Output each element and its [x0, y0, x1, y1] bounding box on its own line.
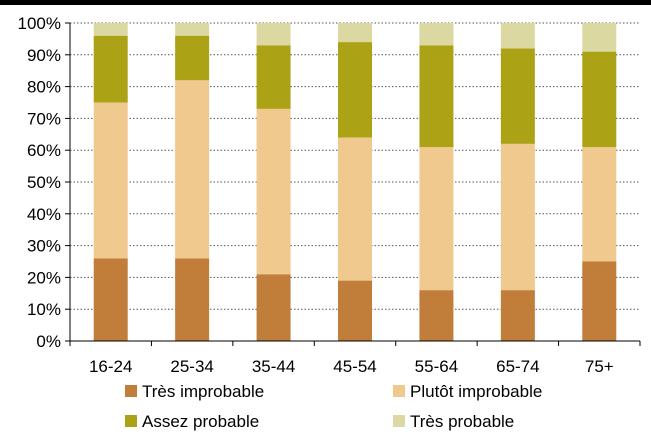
x-tick-label: 75+ [585, 357, 614, 376]
x-tick-label: 45-54 [333, 357, 376, 376]
bar-segment-3 [500, 48, 535, 144]
x-tick-label: 25-34 [170, 357, 213, 376]
bar-segment-4 [500, 23, 535, 49]
x-tick-label: 16-24 [89, 357, 132, 376]
y-tick-label: 70% [27, 109, 61, 128]
bar-segment-4 [175, 23, 210, 36]
y-tick-label: 50% [27, 173, 61, 192]
x-tick-label: 55-64 [415, 357, 458, 376]
bar-segment-1 [175, 258, 210, 341]
bar-segment-1 [500, 290, 535, 341]
bar-segment-3 [582, 51, 617, 148]
legend-label: Très improbable [142, 382, 264, 401]
x-tick-label: 65-74 [496, 357, 539, 376]
y-tick-label: 60% [27, 141, 61, 160]
bar-segment-4 [93, 23, 128, 36]
y-tick-label: 100% [18, 14, 61, 33]
bar-segment-1 [419, 290, 454, 341]
y-tick-label: 40% [27, 205, 61, 224]
bar-segment-4 [338, 23, 372, 43]
bar-segment-2 [175, 80, 210, 259]
bar-segment-3 [175, 35, 210, 81]
x-tick-labels: 16-24 25-34 35-44 45-54 55-64 65-74 75+ [89, 357, 614, 376]
legend-swatch [393, 415, 405, 427]
x-tick-label: 35-44 [252, 357, 295, 376]
y-tick-label: 90% [27, 46, 61, 65]
bar-segment-2 [500, 143, 535, 291]
bar-segment-4 [582, 23, 617, 52]
bar-segment-3 [419, 45, 454, 148]
bar-segment-2 [582, 147, 617, 262]
legend-swatch [125, 415, 137, 427]
legend-swatch [393, 385, 405, 397]
axes [69, 23, 641, 346]
y-tick-label: 0% [36, 332, 61, 351]
y-tick-labels: 0% 10% 20% 30% 40% 50% 60% 70% 80% 90% 100% [18, 14, 61, 351]
y-tick-label: 30% [27, 237, 61, 256]
bar-segment-2 [93, 102, 128, 259]
legend: Très improbable Plutôt improbable Assez pr… [125, 382, 542, 431]
legend-label: Assez probable [142, 412, 259, 431]
y-tick-label: 80% [27, 78, 61, 97]
bar-segment-1 [582, 261, 617, 341]
bar-segment-2 [256, 108, 291, 275]
bar-segment-3 [338, 42, 372, 138]
legend-label: Plutôt improbable [410, 382, 542, 401]
bar-segment-2 [338, 137, 372, 281]
bar-segment-2 [419, 147, 454, 291]
bar-segment-1 [93, 258, 128, 341]
legend-swatch [125, 385, 137, 397]
bar-segment-1 [338, 280, 372, 341]
bar-segment-4 [419, 23, 454, 46]
bars [93, 23, 617, 341]
bar-segment-1 [256, 274, 291, 341]
y-tick-label: 20% [27, 268, 61, 287]
y-tick-label: 10% [27, 300, 61, 319]
legend-label: Très probable [410, 412, 514, 431]
bar-segment-3 [93, 35, 128, 103]
bar-segment-4 [256, 23, 291, 46]
top-border [0, 0, 651, 5]
bar-segment-3 [256, 45, 291, 109]
